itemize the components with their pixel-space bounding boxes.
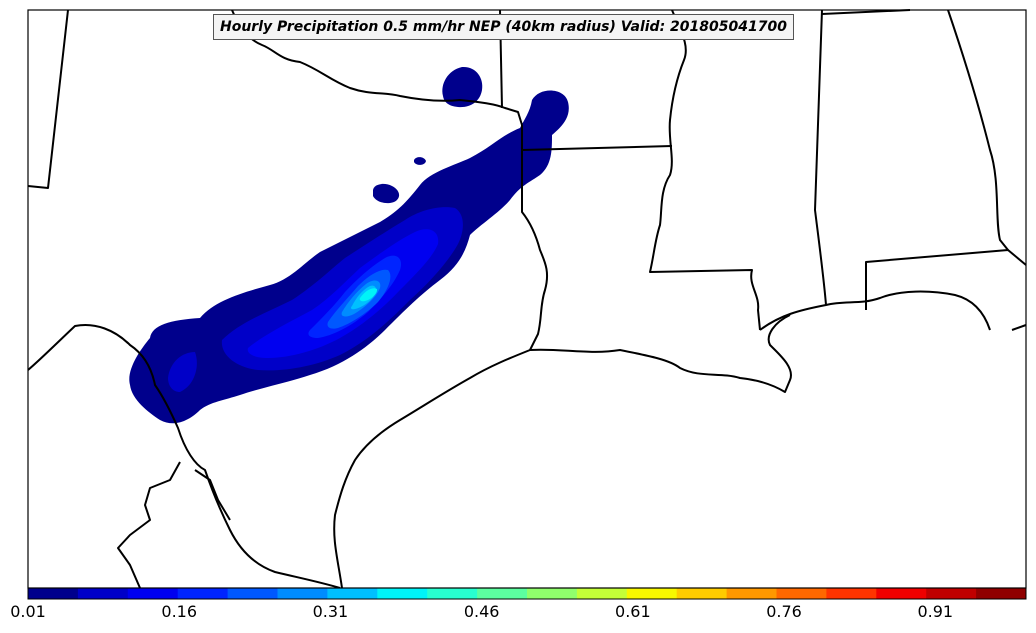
border-mexico-states (117, 461, 181, 589)
colorbar-segment (28, 588, 79, 599)
border-ar-la (521, 145, 673, 151)
border-mississippi-river (649, 9, 761, 331)
colorbar-segment (976, 588, 1027, 599)
contour-level-8 (359, 288, 378, 302)
coastline-ms-al (759, 290, 991, 331)
border-mexico-coahuila (194, 469, 231, 521)
colorbar-segment (676, 588, 728, 599)
map-title: Hourly Precipitation 0.5 mm/hr NEP (40km… (213, 14, 794, 40)
state-border-nm-west (27, 9, 69, 189)
border-tn (821, 9, 911, 15)
colorbar-segment (77, 588, 129, 599)
border-rio-grande (27, 324, 341, 589)
border-tx-la (521, 125, 549, 351)
colorbar-segment (177, 588, 229, 599)
contour-blob-small (414, 157, 426, 165)
border-red-river (231, 9, 523, 126)
colorbar-segment (926, 588, 977, 599)
boundaries (27, 9, 1027, 589)
border-ms-al (814, 9, 827, 306)
colorbar-segment (576, 588, 628, 599)
colorbar-segment (427, 588, 478, 599)
precip-probability-field (129, 66, 569, 424)
colorbar-segment (876, 588, 927, 599)
colorbar-segment (477, 588, 528, 599)
colorbar-segment (377, 588, 428, 599)
colorbar-segment (726, 588, 777, 599)
colorbar-tick-label: 0.31 (312, 602, 349, 621)
colorbar-segment (327, 588, 378, 599)
coastline-louisiana (529, 314, 792, 393)
colorbar-tick-label: 0.76 (766, 602, 802, 621)
colorbar-tick-label: 0.46 (463, 602, 500, 621)
contour-blob-north (442, 66, 483, 108)
border-al-ga (947, 9, 1009, 251)
colorbar-segment (277, 588, 328, 599)
colorbar-segment (227, 588, 278, 599)
contour-blob-west (373, 183, 400, 204)
colorbar-segment (127, 588, 179, 599)
map-area (28, 10, 1026, 588)
coastline-texas (333, 349, 531, 589)
colorbar (27, 587, 1027, 600)
map-frame (27, 9, 1027, 589)
colorbar-tick-label: 0.16 (161, 602, 198, 621)
colorbar-segment (527, 588, 578, 599)
colorbar-segment (626, 588, 678, 599)
colorbar-tick-label: 0.61 (615, 602, 651, 621)
colorbar-segment (776, 588, 827, 599)
border-al-fl (865, 249, 1027, 310)
colorbar-tick-label: 0.01 (10, 602, 46, 621)
colorbar-tick-label: 0.91 (917, 602, 954, 621)
coastline-fl (1011, 324, 1027, 331)
colorbar-segment (826, 588, 877, 599)
